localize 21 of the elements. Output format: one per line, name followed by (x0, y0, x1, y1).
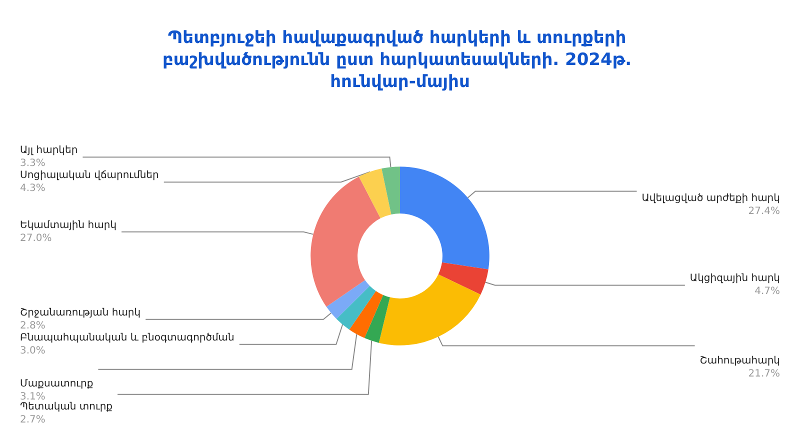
slice-label: Մաքսատուրք (20, 378, 94, 390)
data-label: 27.0% (20, 232, 52, 244)
data-label: 21.7% (748, 368, 780, 380)
data-label: 4.7% (754, 286, 780, 298)
data-label: 3.1% (20, 391, 46, 402)
slice-label: Այլ հարկեր (20, 145, 78, 156)
data-label: 3.0% (20, 345, 46, 356)
data-label: 2.7% (20, 414, 46, 426)
slice-label: Շրջանառության հարկ (20, 307, 141, 318)
slice-label: Պետական տուրք (20, 401, 113, 412)
slice-label: Եկամտային հարկ (20, 220, 117, 231)
slice-label: Ավելացված արժեքի հարկ (642, 193, 780, 204)
chart-title: Պետբյուջեի հավաքագրված հարկերի և տուրքերի բաշխվածությունն ըստ հարկատեսակների. 2024թ. հունվար-մայիս (162, 28, 638, 92)
data-label: 4.3% (20, 183, 46, 194)
data-label: 27.4% (748, 206, 780, 218)
data-label: 3.3% (20, 158, 46, 170)
slice-label: Ակցիզային հարկ (690, 273, 780, 284)
data-label: 2.8% (20, 320, 46, 332)
slice-label: Սոցիալական վճարումներ (20, 170, 159, 182)
slice-label: Շահութահարկ (700, 355, 780, 366)
slice-label: Բնապահպանական և բնօգտագործման (20, 332, 234, 344)
